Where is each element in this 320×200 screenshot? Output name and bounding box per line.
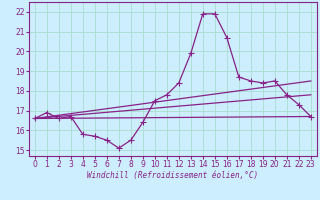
X-axis label: Windchill (Refroidissement éolien,°C): Windchill (Refroidissement éolien,°C)	[87, 171, 258, 180]
